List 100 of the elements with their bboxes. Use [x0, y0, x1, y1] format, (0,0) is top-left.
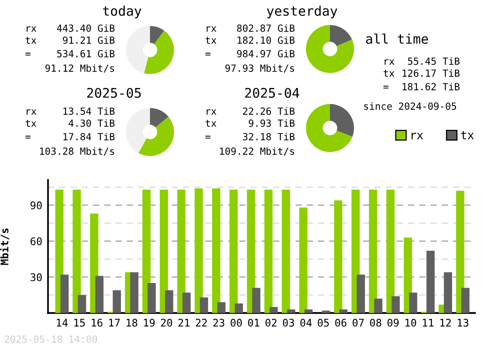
x-tick-label: 21	[178, 318, 190, 327]
donut-slice	[126, 108, 150, 154]
text: 17.84 TiB	[63, 132, 115, 140]
bar	[339, 309, 348, 313]
text: 109.22 Mbit/s	[220, 147, 294, 156]
text: 182.10 GiB	[238, 36, 295, 44]
bar	[304, 309, 313, 313]
text: 9.93 TiB	[248, 119, 295, 127]
text: 802.87 GiB	[237, 24, 295, 32]
bar	[234, 303, 243, 313]
x-tick-label: 22	[196, 318, 207, 327]
y-axis-title: Mbit/s	[0, 228, 10, 265]
chart-title: today	[102, 6, 142, 18]
x-tick-label: 16	[92, 318, 102, 327]
chart-title: yesterday	[266, 6, 338, 18]
bar	[212, 188, 220, 313]
donut-slice	[150, 26, 164, 44]
bar	[409, 292, 418, 313]
donut-slice	[330, 25, 352, 46]
text: 55.45 TiB	[408, 57, 460, 65]
bar	[182, 292, 191, 313]
text: 97.93 Mbit/s	[225, 64, 294, 73]
bar	[165, 290, 174, 313]
bar	[72, 190, 81, 313]
y-tick-label: 90	[30, 201, 42, 210]
text: all time	[366, 34, 428, 44]
bar	[299, 208, 308, 313]
bar	[426, 250, 435, 313]
donut-slice	[126, 26, 150, 74]
x-tick-label: 20	[161, 318, 172, 327]
x-tick-label: 08	[370, 318, 382, 327]
text: 91.21 GiB	[62, 36, 115, 44]
bar	[374, 298, 382, 313]
bar	[78, 295, 86, 313]
donut-slice	[306, 25, 354, 73]
bar	[386, 190, 395, 313]
bar	[148, 283, 156, 313]
bar	[334, 200, 342, 313]
x-tick-label: 10	[405, 318, 416, 327]
x-tick-label: 05	[318, 318, 329, 327]
x-tick-label: 18	[126, 318, 138, 327]
bar	[456, 190, 464, 313]
chart-title: 2025-04	[245, 88, 300, 98]
text: rx	[26, 109, 36, 115]
text: 984.97 GiB	[237, 50, 295, 58]
x-tick-label: 23	[213, 318, 224, 327]
x-tick-label: 04	[300, 318, 312, 327]
text: 4.30 TiB	[68, 119, 115, 127]
x-tick-label: 19	[144, 318, 155, 327]
x-tick-label: 11	[422, 318, 434, 327]
bar	[282, 190, 290, 313]
bar	[246, 190, 256, 313]
text: rx	[206, 109, 216, 115]
bar	[368, 190, 378, 313]
text: tx	[26, 36, 36, 44]
text: 13.54 TiB	[63, 107, 115, 115]
text: tx	[206, 36, 216, 44]
x-tick-label: 07	[352, 318, 364, 327]
bar	[177, 190, 186, 313]
legend-label: rx	[412, 132, 424, 140]
bar	[230, 190, 238, 313]
x-tick-label: 06	[335, 318, 346, 327]
text: 22.26 TiB	[243, 107, 295, 115]
text: =	[383, 86, 388, 89]
donut-slice	[150, 108, 168, 128]
x-tick-label: 09	[387, 318, 399, 327]
donut-slice	[138, 116, 174, 156]
bar	[264, 190, 273, 313]
bar	[270, 307, 278, 313]
bar	[160, 190, 168, 313]
text: 32.18 TiB	[242, 132, 295, 140]
bar	[461, 288, 470, 313]
bar	[112, 290, 121, 313]
x-tick-label: 14	[56, 318, 68, 327]
x-tick-label: 02	[265, 318, 276, 327]
bar	[444, 272, 452, 313]
text: rx	[206, 26, 216, 32]
text: =	[25, 52, 30, 56]
text: 103.28 Mbit/s	[40, 147, 114, 156]
text: =	[205, 136, 210, 139]
bar	[392, 296, 400, 313]
bar	[95, 276, 104, 313]
donut-slice	[330, 104, 354, 137]
text: =	[205, 52, 210, 56]
x-tick-label: 13	[458, 318, 468, 327]
text: tx	[26, 120, 36, 127]
legend-label: tx	[461, 131, 474, 140]
bar	[200, 297, 208, 313]
text: rx	[384, 59, 394, 65]
text: 91.12 Mbit/s	[45, 64, 114, 73]
x-tick-label: 15	[74, 318, 85, 327]
bar	[287, 309, 296, 313]
text: 534.61 GiB	[57, 50, 115, 58]
x-tick-label: 03	[282, 318, 294, 327]
text: 181.62 TiB	[402, 82, 460, 90]
text: tx	[384, 70, 394, 77]
bar	[194, 188, 203, 313]
chart-title: 2025-05	[87, 88, 141, 98]
bar	[60, 274, 69, 313]
x-tick-label: 00	[230, 318, 242, 327]
